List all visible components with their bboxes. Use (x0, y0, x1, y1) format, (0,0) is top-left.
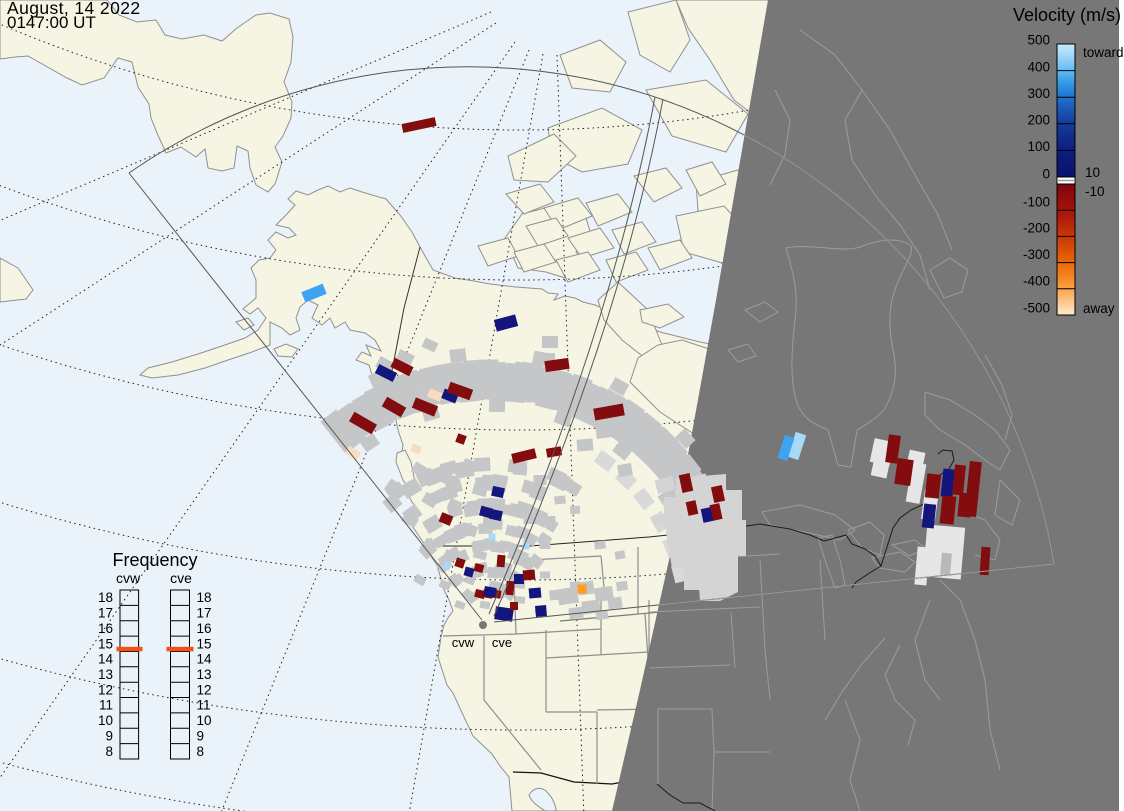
svg-text:15: 15 (197, 636, 212, 651)
svg-text:10: 10 (197, 713, 212, 728)
svg-text:18: 18 (98, 590, 113, 605)
svg-text:100: 100 (1027, 139, 1050, 154)
svg-text:-200: -200 (1023, 221, 1050, 236)
svg-text:0147:00 UT: 0147:00 UT (7, 13, 96, 32)
svg-text:200: 200 (1027, 113, 1050, 128)
svg-text:cvw: cvw (116, 570, 141, 586)
svg-text:-300: -300 (1023, 247, 1050, 262)
svg-text:Frequency: Frequency (112, 550, 197, 570)
svg-text:13: 13 (197, 667, 212, 682)
svg-text:14: 14 (98, 652, 114, 667)
svg-text:14: 14 (197, 652, 213, 667)
svg-text:10: 10 (98, 713, 113, 728)
svg-text:11: 11 (99, 698, 113, 713)
svg-text:-10: -10 (1085, 184, 1105, 199)
svg-text:400: 400 (1027, 60, 1050, 75)
svg-text:toward: toward (1083, 45, 1124, 60)
svg-text:16: 16 (98, 621, 113, 636)
svg-text:18: 18 (197, 590, 212, 605)
svg-text:12: 12 (98, 682, 113, 697)
svg-text:Velocity (m/s): Velocity (m/s) (1013, 5, 1121, 25)
svg-text:500: 500 (1027, 33, 1050, 48)
svg-text:12: 12 (197, 682, 212, 697)
svg-text:-400: -400 (1023, 274, 1050, 289)
svg-text:8: 8 (197, 744, 205, 759)
svg-text:9: 9 (105, 729, 113, 744)
svg-text:8: 8 (105, 744, 113, 759)
svg-text:300: 300 (1027, 86, 1050, 101)
svg-text:10: 10 (1085, 165, 1100, 180)
svg-text:August, 14 2022: August, 14 2022 (7, 0, 140, 18)
svg-text:17: 17 (98, 606, 113, 621)
svg-text:cve: cve (170, 570, 192, 586)
svg-text:11: 11 (197, 698, 211, 713)
svg-text:16: 16 (197, 621, 212, 636)
svg-text:9: 9 (197, 729, 205, 744)
svg-text:cvw: cvw (452, 635, 475, 650)
svg-text:0: 0 (1042, 167, 1050, 182)
svg-text:-500: -500 (1023, 301, 1050, 316)
svg-text:away: away (1083, 301, 1115, 316)
svg-text:-100: -100 (1023, 195, 1050, 210)
svg-text:17: 17 (197, 606, 212, 621)
svg-text:13: 13 (98, 667, 113, 682)
svg-text:15: 15 (98, 636, 113, 651)
svg-text:cve: cve (492, 635, 512, 650)
